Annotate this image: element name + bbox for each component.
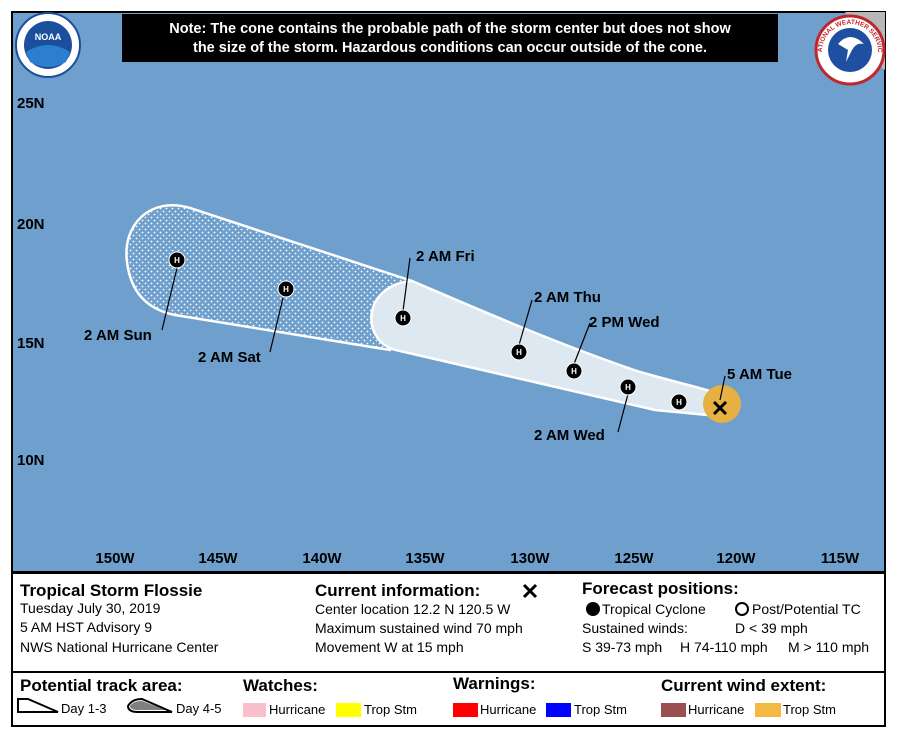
note-text: Note: The cone contains the probable pat…	[169, 21, 731, 37]
storm-markers: H H H H H H H	[168, 251, 688, 411]
swatch	[661, 703, 686, 717]
current-position	[712, 400, 728, 416]
lon-label: 150W	[95, 550, 135, 567]
forecast-label: 2 PM Wed	[589, 314, 660, 331]
center-location: Center location 12.2 N 120.5 W	[315, 601, 511, 617]
marker-letter: H	[400, 314, 406, 323]
legend-title: Watches:	[243, 676, 318, 695]
forecast-point	[619, 378, 637, 396]
lon-labels: 150W 145W 140W 135W 130W 125W 120W 115W	[95, 550, 860, 567]
lat-label: 25N	[17, 95, 45, 112]
forecast-point	[565, 362, 583, 380]
wind-class: S 39-73 mph	[582, 639, 662, 655]
leader-lines	[573, 322, 591, 365]
forecast-point	[277, 280, 295, 298]
forecast-point	[670, 393, 688, 411]
info-panel	[11, 572, 886, 727]
legend-title: Warnings:	[453, 674, 535, 693]
swatch	[336, 703, 361, 717]
day13-icon	[17, 698, 59, 713]
noaa-logo-bird	[26, 45, 70, 67]
post-tc-icon	[735, 602, 749, 616]
lon-label: 115W	[821, 550, 860, 567]
max-wind: Maximum sustained wind 70 mph	[315, 620, 523, 636]
advisory: 5 AM HST Advisory 9	[20, 619, 152, 635]
legend-title: Current wind extent:	[661, 676, 826, 695]
nws-logo-cloud	[838, 37, 864, 62]
legend-label: Trop Stm	[364, 702, 417, 717]
post-tc-label: Post/Potential TC	[752, 601, 861, 617]
leader-lines	[269, 297, 284, 353]
current-title: Current information:	[315, 581, 480, 600]
forecast-label: 2 AM Wed	[534, 427, 605, 444]
forecast-label: 2 AM Thu	[534, 289, 601, 306]
forecast-point	[394, 309, 412, 327]
leader-lines	[719, 375, 726, 401]
cone-day4-5	[125, 204, 414, 352]
legend-title: Potential track area:	[20, 676, 183, 695]
tc-icon	[586, 602, 600, 616]
sustained-label: Sustained winds:	[582, 620, 688, 636]
current-x-icon	[522, 583, 538, 599]
legend-label: Hurricane	[688, 702, 744, 717]
lon-label: 140W	[302, 550, 342, 567]
marker-letter: H	[571, 367, 577, 376]
swatch	[453, 703, 478, 717]
legend-label: Hurricane	[269, 702, 325, 717]
leader-lines	[617, 393, 629, 433]
forecast-label: 2 AM Sat	[198, 349, 261, 366]
day45-dots	[130, 701, 166, 710]
lon-label: 125W	[614, 550, 654, 567]
lon-label: 130W	[510, 550, 550, 567]
marker-letter: H	[676, 398, 682, 407]
current-x-icon	[522, 583, 538, 599]
forecast-label: 2 AM Sun	[84, 327, 152, 344]
wind-class: D < 39 mph	[735, 620, 808, 636]
legend-label: Trop Stm	[574, 702, 627, 717]
marker-letter: H	[174, 256, 180, 265]
lon-label: 120W	[716, 550, 756, 567]
leader-lines	[402, 257, 411, 312]
current-position	[712, 400, 728, 416]
marker-letter: H	[625, 383, 631, 392]
movement: Movement W at 15 mph	[315, 639, 464, 655]
forecast-label: 5 AM Tue	[727, 366, 792, 383]
logo-text: NOAA	[35, 32, 62, 42]
legend-label: Hurricane	[480, 702, 536, 717]
lon-label: 145W	[198, 550, 238, 567]
marker-letter: H	[283, 285, 289, 294]
forecast-point	[510, 343, 528, 361]
wind-class: M > 110 mph	[788, 639, 869, 655]
lat-label: 15N	[17, 335, 45, 352]
tc-label: Tropical Cyclone	[602, 601, 706, 617]
legend-label: Trop Stm	[783, 702, 836, 717]
leader-lines	[161, 257, 726, 433]
storm-date: Tuesday July 30, 2019	[20, 600, 161, 616]
leader-lines	[518, 299, 533, 346]
note-box	[122, 14, 778, 62]
leader-lines	[161, 267, 178, 331]
storm-title: Tropical Storm Flossie	[20, 581, 202, 600]
forecast-label: 2 AM Fri	[416, 248, 475, 265]
center-name: NWS National Hurricane Center	[20, 639, 219, 655]
lat-label: 20N	[17, 216, 45, 233]
note-text: the size of the storm. Hazardous conditi…	[193, 40, 707, 56]
lat-label: 10N	[17, 452, 45, 469]
lat-labels: 25N 20N 15N 10N	[17, 95, 45, 469]
wind-class: H 74-110 mph	[680, 639, 768, 655]
forecast-title: Forecast positions:	[582, 579, 739, 598]
forecast-point	[168, 251, 186, 269]
swatch	[243, 703, 266, 717]
marker-letter: H	[516, 348, 522, 357]
legend-label: Day 1-3	[61, 701, 107, 716]
legend-label: Day 4-5	[176, 701, 222, 716]
swatch	[546, 703, 571, 717]
lon-label: 135W	[405, 550, 445, 567]
swatch	[755, 703, 781, 717]
